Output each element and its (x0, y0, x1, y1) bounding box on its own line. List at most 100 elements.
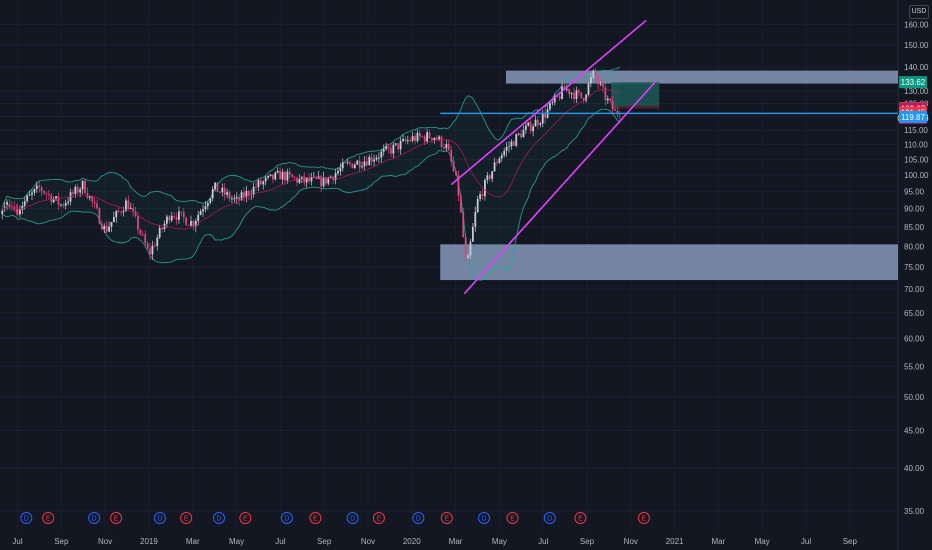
candle-body (19, 209, 21, 215)
x-tick-label: Sep (843, 537, 858, 546)
earnings-marker[interactable] (42, 512, 55, 524)
y-tick-label: 130.00 (904, 87, 929, 96)
x-tick-label: 2021 (666, 537, 684, 546)
dividend-marker[interactable] (213, 512, 226, 524)
candle-body (182, 212, 185, 218)
candle-body (411, 136, 414, 141)
earnings-marker[interactable] (180, 512, 193, 524)
candle-body (67, 201, 70, 203)
dividend-marker[interactable] (346, 512, 359, 524)
candle-body (520, 133, 522, 138)
candle-body (206, 202, 209, 207)
price-zones[interactable] (440, 70, 898, 281)
candle-body (585, 94, 588, 101)
candle-body (390, 148, 392, 154)
candle-body (385, 146, 388, 150)
candle-body (553, 95, 556, 103)
dividend-marker[interactable] (20, 512, 33, 524)
candle-body (257, 180, 260, 188)
candle-body (247, 191, 250, 196)
y-tick-label: 50.00 (904, 393, 925, 402)
candle-body (209, 198, 212, 203)
candle-body (149, 248, 151, 255)
candle-body (356, 160, 359, 165)
earnings-marker[interactable] (309, 512, 322, 524)
candle-body (508, 146, 510, 147)
x-tick-label: Nov (98, 537, 112, 546)
candle-body (527, 122, 530, 126)
candle-body (618, 113, 621, 115)
candle-body (573, 92, 575, 100)
candle-body (284, 171, 286, 181)
candle-body (524, 125, 527, 130)
event-label: D (157, 516, 162, 523)
earnings-marker[interactable] (574, 512, 587, 524)
price-axis[interactable]: 35.00 40.00 45.00 50.00 55.00 60.00 65.00 70.00… (904, 20, 929, 516)
candle-body (226, 192, 229, 195)
candle-body (421, 136, 424, 138)
candle-body (204, 206, 207, 210)
dividend-marker[interactable] (88, 512, 101, 524)
dividend-marker[interactable] (543, 512, 556, 524)
candle-body (423, 136, 426, 142)
candle-body (55, 196, 57, 199)
earnings-marker[interactable] (637, 512, 650, 524)
candle-body (69, 192, 72, 202)
stop-zone[interactable] (611, 106, 660, 109)
resistance-zone[interactable] (505, 70, 898, 84)
candle-body (363, 161, 366, 167)
candle-body (382, 149, 385, 152)
target-zone[interactable] (611, 82, 660, 107)
time-axis[interactable]: Jul Sep Nov 2019 Mar May Jul Sep Nov 2020 Mar May Ju… (12, 537, 857, 546)
candle-body (115, 210, 118, 218)
candle-body (522, 129, 525, 138)
candle-body (493, 162, 496, 172)
channel-line[interactable] (463, 81, 656, 295)
candle-body (98, 208, 101, 224)
candle-body (365, 161, 368, 166)
candle-body (139, 229, 142, 234)
candle-body (64, 202, 67, 206)
channel-line[interactable] (450, 19, 647, 186)
earnings-marker[interactable] (372, 512, 385, 524)
x-tick-label: Nov (624, 537, 638, 546)
earnings-marker[interactable] (440, 512, 453, 524)
candle-body (394, 143, 397, 145)
candlesticks (1, 68, 621, 262)
event-label: E (46, 516, 51, 523)
event-label: E (578, 516, 583, 523)
support-zone[interactable] (440, 244, 898, 281)
candle-body (462, 212, 465, 238)
candle-body (479, 194, 482, 200)
candle-body (190, 221, 192, 226)
dividend-marker[interactable] (478, 512, 491, 524)
candle-body (1, 210, 4, 214)
candle-body (474, 211, 477, 227)
candle-body (3, 206, 6, 208)
candle-body (144, 234, 147, 244)
event-label: D (350, 516, 355, 523)
candle-body (110, 222, 113, 227)
candle-body (406, 140, 409, 142)
dividend-marker[interactable] (153, 512, 166, 524)
dividend-marker[interactable] (280, 512, 293, 524)
candle-body (370, 157, 373, 162)
currency-button[interactable]: USD (909, 5, 929, 19)
candle-body (534, 119, 537, 127)
candle-body (59, 204, 62, 206)
y-tick-label: 45.00 (904, 427, 925, 436)
candle-body (93, 201, 96, 204)
drawn-lines[interactable] (440, 19, 898, 295)
candle-body (33, 189, 36, 193)
candle-body (194, 220, 197, 227)
y-tick-label: 160.00 (904, 20, 929, 29)
earnings-marker[interactable] (110, 512, 123, 524)
event-label: D (416, 516, 421, 523)
candle-body (170, 216, 173, 221)
earnings-marker[interactable] (506, 512, 519, 524)
candle-body (457, 175, 460, 196)
dividend-marker[interactable] (412, 512, 425, 524)
earnings-marker[interactable] (239, 512, 252, 524)
